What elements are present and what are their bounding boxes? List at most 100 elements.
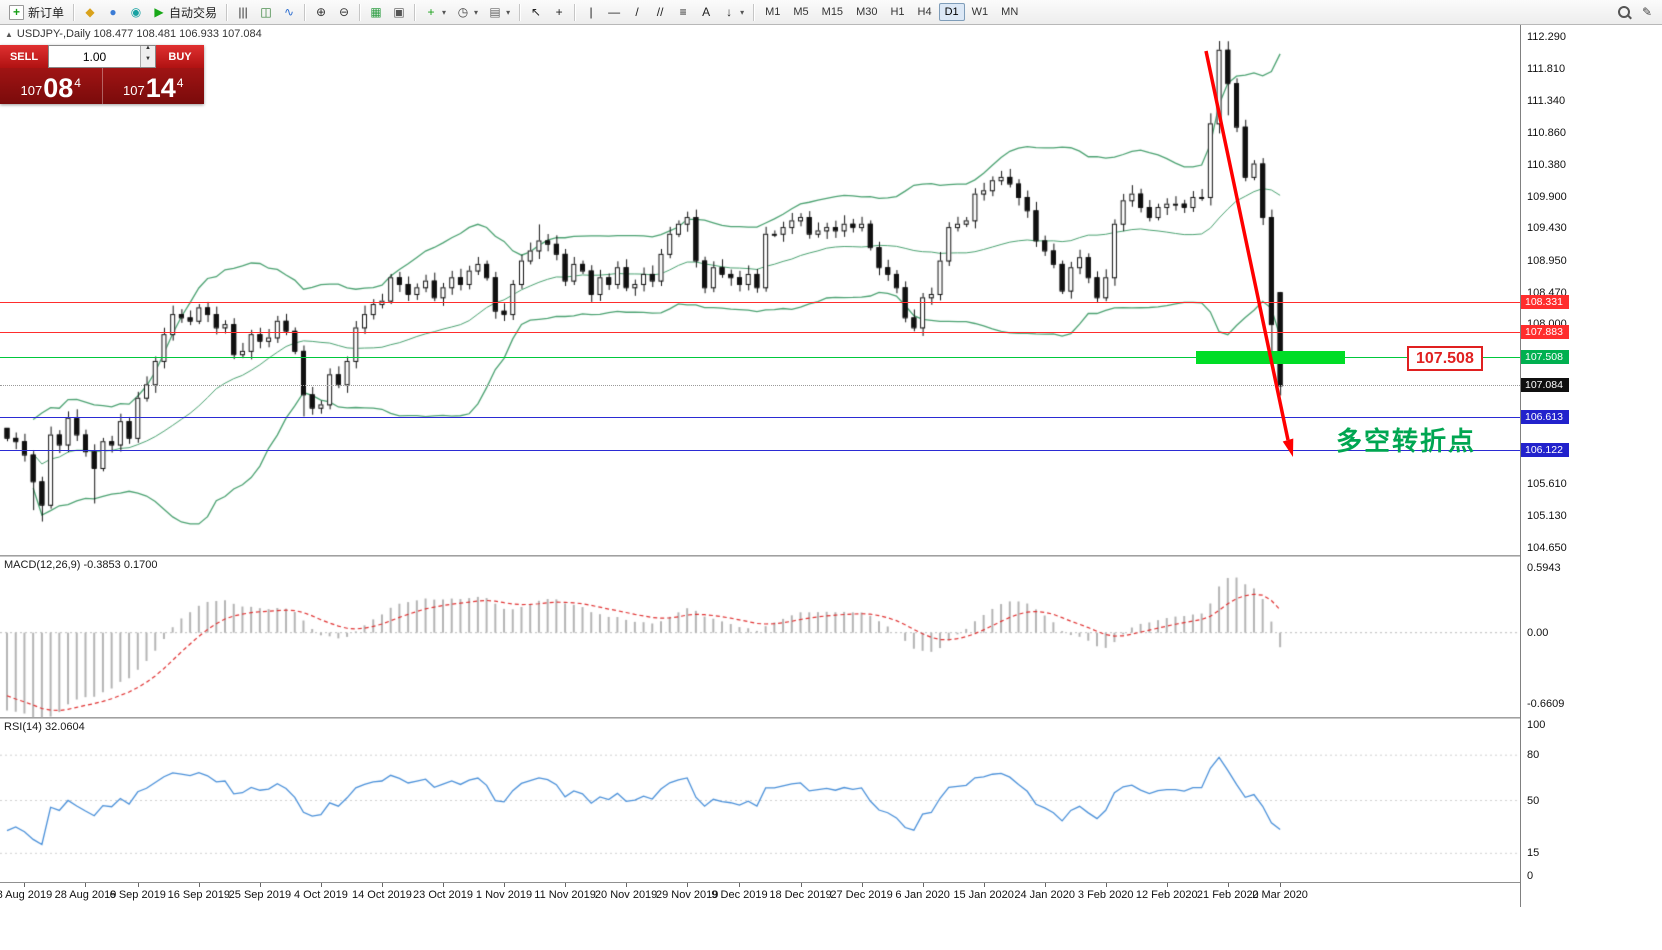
hline-107.883[interactable] — [0, 331, 1520, 333]
zoom-in-icon[interactable]: ⊕ — [310, 3, 332, 21]
turning-point-annotation[interactable]: 多空转折点 — [1336, 426, 1477, 456]
buy-price-small: 107 — [123, 83, 145, 98]
rsi-axis-tick: 50 — [1527, 794, 1540, 807]
autotrading-button[interactable]: ▶ 自动交易 — [148, 1, 222, 24]
sell-button[interactable]: SELL — [0, 45, 48, 68]
candle-chart-icon: ◫ — [260, 5, 272, 19]
toolbar-separator — [753, 3, 756, 21]
date-axis[interactable]: 8 Aug 2019 28 Aug 2019 6 Sep 2019 16 Sep 20… — [0, 882, 1662, 906]
support-price-label[interactable]: 107.508 — [1407, 346, 1483, 372]
zoom-out-icon[interactable]: ⊖ — [333, 3, 355, 21]
date-label: 28 Aug 2019 — [54, 889, 117, 901]
toolbar-separator — [73, 3, 76, 21]
date-tick — [687, 883, 689, 887]
navigator-icon: ◉ — [130, 5, 142, 19]
date-label: 2 Mar 2020 — [1252, 889, 1308, 901]
volume-field: ▲ ▼ — [48, 45, 156, 68]
trendline-icon[interactable]: / — [626, 3, 648, 21]
candlestick-canvas[interactable] — [0, 25, 1520, 555]
date-tick — [443, 883, 444, 887]
date-tick — [24, 883, 26, 887]
price-tag-106.122: 106.122 — [1521, 442, 1569, 457]
hline-107.084[interactable] — [0, 385, 1520, 387]
tile-windows-icon[interactable]: ▦ — [365, 3, 387, 21]
timeframe-h1-button[interactable]: H1 — [890, 6, 905, 18]
channel-icon[interactable]: // — [649, 3, 671, 21]
market-watch-icon[interactable]: ● — [102, 3, 124, 21]
timeframe-d1-button[interactable]: D1 — [938, 3, 965, 21]
rsi-pane[interactable]: RSI(14) 32.0604 — [0, 719, 1520, 882]
hline-106.122[interactable] — [0, 449, 1520, 451]
market-watch-icon: ● — [109, 5, 117, 19]
sell-price[interactable]: 107 08 4 — [0, 68, 102, 104]
cursor-icon[interactable]: ↖ — [525, 3, 547, 21]
chevron-down-icon[interactable]: ▾ — [474, 7, 479, 17]
macd-pane[interactable]: MACD(12,26,9) -0.3853 0.1700 — [0, 557, 1520, 717]
timeframe-m1-button[interactable]: M1 — [765, 6, 781, 18]
timeframe-m15-button[interactable]: M15 — [821, 6, 844, 18]
toolbar-separator — [304, 3, 307, 21]
price-tag-107.084: 107.084 — [1521, 378, 1569, 393]
date-label: 14 Oct 2019 — [351, 889, 412, 901]
price-axis[interactable]: 108.331 107.883 107.508 107.084 106.613 106.1… — [1520, 25, 1662, 907]
rsi-axis-tick: 80 — [1527, 749, 1540, 762]
trade-widget-controls: SELL ▲ ▼ BUY — [0, 45, 204, 68]
timeframe-h4-button[interactable]: H4 — [917, 6, 932, 18]
toolbar-separator — [574, 3, 577, 21]
search-icon — [1618, 6, 1630, 18]
indicators-icon[interactable]: + ▾ — [420, 3, 451, 21]
search-icon[interactable] — [1613, 3, 1635, 21]
templates-icon[interactable]: ▤ ▾ — [484, 3, 515, 21]
date-tick — [983, 883, 985, 887]
volume-down-icon[interactable]: ▼ — [141, 56, 155, 67]
volume-input[interactable] — [49, 46, 140, 67]
arrows-tool-icon[interactable]: ↓ ▾ — [718, 3, 749, 21]
timeframe-mn-button[interactable]: MN — [1001, 6, 1019, 18]
periods-icon[interactable]: ◷ ▾ — [452, 3, 483, 21]
pane-separator[interactable] — [0, 555, 1662, 557]
volume-up-icon[interactable]: ▲ — [141, 45, 155, 57]
candle-chart-icon[interactable]: ◫ — [255, 3, 277, 21]
fibonacci-icon[interactable]: ≡ — [672, 3, 694, 21]
date-tick — [259, 883, 261, 887]
cursor-icon: ↖ — [531, 5, 542, 19]
macd-canvas[interactable] — [0, 557, 1520, 717]
buy-price-sup: 4 — [176, 76, 184, 90]
timeframe-m30-button[interactable]: M30 — [856, 6, 878, 18]
hline-107.508[interactable] — [0, 357, 1520, 359]
bar-chart-icon[interactable]: ||| — [232, 3, 254, 21]
vertical-line-icon[interactable]: | — [580, 3, 602, 21]
date-label: 3 Feb 2020 — [1077, 889, 1134, 901]
edit-icon[interactable]: ✎ — [1636, 3, 1658, 21]
chevron-down-icon[interactable]: ▾ — [442, 7, 447, 17]
support-zone-rectangle[interactable] — [1196, 350, 1345, 364]
metaeditor-icon[interactable]: ◆ — [79, 3, 101, 21]
pane-separator[interactable] — [0, 717, 1662, 719]
cascade-windows-icon[interactable]: ▣ — [388, 3, 410, 21]
new-order-button[interactable]: + 新订单 — [4, 1, 69, 24]
chevron-down-icon[interactable]: ▾ — [740, 7, 745, 17]
trendline-icon: / — [635, 5, 639, 19]
chevron-down-icon[interactable]: ▾ — [506, 7, 511, 17]
hline-108.331[interactable] — [0, 301, 1520, 303]
buy-button[interactable]: BUY — [156, 45, 204, 68]
date-label: 1 Nov 2019 — [475, 889, 533, 901]
line-chart-icon[interactable]: ∿ — [278, 3, 300, 21]
price-tick: 109.430 — [1527, 222, 1567, 235]
navigator-icon[interactable]: ◉ — [125, 3, 147, 21]
crosshair-icon[interactable]: + — [548, 3, 570, 21]
horizontal-line-icon[interactable]: — — [603, 3, 625, 21]
collapse-one-click-icon[interactable]: ▲ — [5, 29, 13, 39]
text-icon[interactable]: A — [695, 3, 717, 21]
price-tag-107.883: 107.883 — [1521, 324, 1569, 339]
price-tick: 110.860 — [1527, 126, 1566, 139]
buy-price[interactable]: 107 14 4 — [101, 68, 205, 104]
timeframe-m5-button[interactable]: M5 — [793, 6, 809, 18]
price-pane[interactable]: 107.508 多空转折点 ▲ USDJPY-,Daily 108.477 10… — [0, 25, 1520, 555]
timeframe-w1-button[interactable]: W1 — [971, 6, 989, 18]
rsi-canvas[interactable] — [0, 719, 1520, 882]
hline-106.613[interactable] — [0, 416, 1520, 418]
date-label: 20 Nov 2019 — [594, 889, 658, 901]
line-chart-icon: ∿ — [284, 5, 295, 19]
